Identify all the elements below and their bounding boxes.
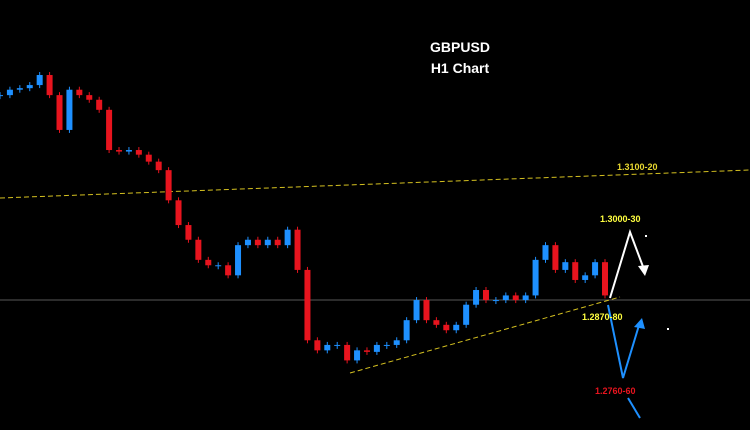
candle-body bbox=[36, 75, 43, 86]
blue-arrow bbox=[627, 397, 641, 419]
candle-body bbox=[482, 290, 489, 301]
candle-body bbox=[542, 245, 549, 260]
candle-body bbox=[185, 225, 192, 240]
candle-body bbox=[433, 320, 440, 325]
candle-body bbox=[125, 150, 132, 152]
candle-body bbox=[592, 262, 599, 276]
candle-body bbox=[463, 304, 470, 325]
candle-body bbox=[16, 88, 23, 90]
candle-body bbox=[453, 324, 460, 331]
candle-body bbox=[443, 324, 450, 331]
candle-body bbox=[473, 290, 480, 305]
arrow-head bbox=[638, 265, 649, 276]
candle-body bbox=[274, 239, 281, 246]
candle-body bbox=[235, 245, 242, 276]
trend-line bbox=[349, 296, 621, 374]
candle-body bbox=[492, 300, 499, 302]
resistance-line bbox=[0, 169, 750, 199]
candle-body bbox=[66, 89, 73, 130]
level-label: 1.3000-30 bbox=[600, 214, 641, 224]
chart-title: GBPUSD bbox=[430, 39, 490, 55]
candle-body bbox=[294, 229, 301, 270]
candle-body bbox=[106, 109, 113, 151]
level-label: 1.3100-20 bbox=[617, 162, 658, 172]
candle-body bbox=[423, 300, 430, 321]
candle-body bbox=[403, 320, 410, 341]
candle-body bbox=[244, 239, 251, 246]
candle-body bbox=[165, 170, 172, 201]
candle-body bbox=[512, 295, 519, 301]
candle-body bbox=[413, 300, 420, 321]
candle-body bbox=[393, 340, 400, 345]
level-label: 1.2870-80 bbox=[582, 312, 623, 322]
candle-body bbox=[602, 262, 608, 296]
candle-body bbox=[0, 95, 3, 97]
candle-body bbox=[215, 265, 222, 267]
level-label: 1.2760-60 bbox=[595, 386, 636, 396]
candle-body bbox=[135, 150, 142, 155]
candle-body bbox=[334, 344, 341, 346]
candle-body bbox=[582, 275, 589, 280]
candle-body bbox=[264, 239, 271, 246]
candle-body bbox=[552, 245, 559, 270]
candle-body bbox=[86, 95, 93, 100]
candle-body bbox=[205, 259, 212, 266]
candle-body bbox=[522, 295, 529, 301]
chart-subtitle: H1 Chart bbox=[431, 60, 490, 76]
candle-body bbox=[324, 344, 331, 351]
candle-body bbox=[145, 154, 152, 162]
candle-body bbox=[344, 344, 351, 361]
candle-body bbox=[572, 262, 579, 280]
candle-body bbox=[56, 95, 63, 130]
candle-body bbox=[502, 295, 509, 301]
candle-body bbox=[6, 89, 13, 96]
candle-body bbox=[155, 161, 162, 171]
dot bbox=[645, 235, 647, 237]
candle-body bbox=[175, 200, 182, 226]
candle-body bbox=[562, 262, 569, 270]
candle-body bbox=[96, 99, 103, 110]
candle-body bbox=[532, 259, 539, 296]
candle-body bbox=[373, 344, 380, 352]
candle-body bbox=[225, 265, 232, 276]
arrow-head bbox=[634, 318, 645, 329]
candle-body bbox=[46, 75, 53, 96]
candle-body bbox=[363, 350, 370, 352]
dot bbox=[667, 328, 669, 330]
blue-arrow bbox=[607, 304, 641, 379]
candles bbox=[0, 72, 608, 364]
candle-body bbox=[304, 269, 311, 341]
candle-body bbox=[76, 89, 83, 96]
candle-body bbox=[254, 239, 261, 246]
candle-body bbox=[116, 150, 123, 152]
candle-body bbox=[26, 85, 33, 89]
candle-body bbox=[314, 340, 321, 351]
candle-body bbox=[195, 239, 202, 260]
candle-body bbox=[284, 229, 291, 246]
candle-body bbox=[383, 344, 390, 346]
candle-body bbox=[354, 350, 361, 361]
white-arrow bbox=[609, 228, 646, 299]
